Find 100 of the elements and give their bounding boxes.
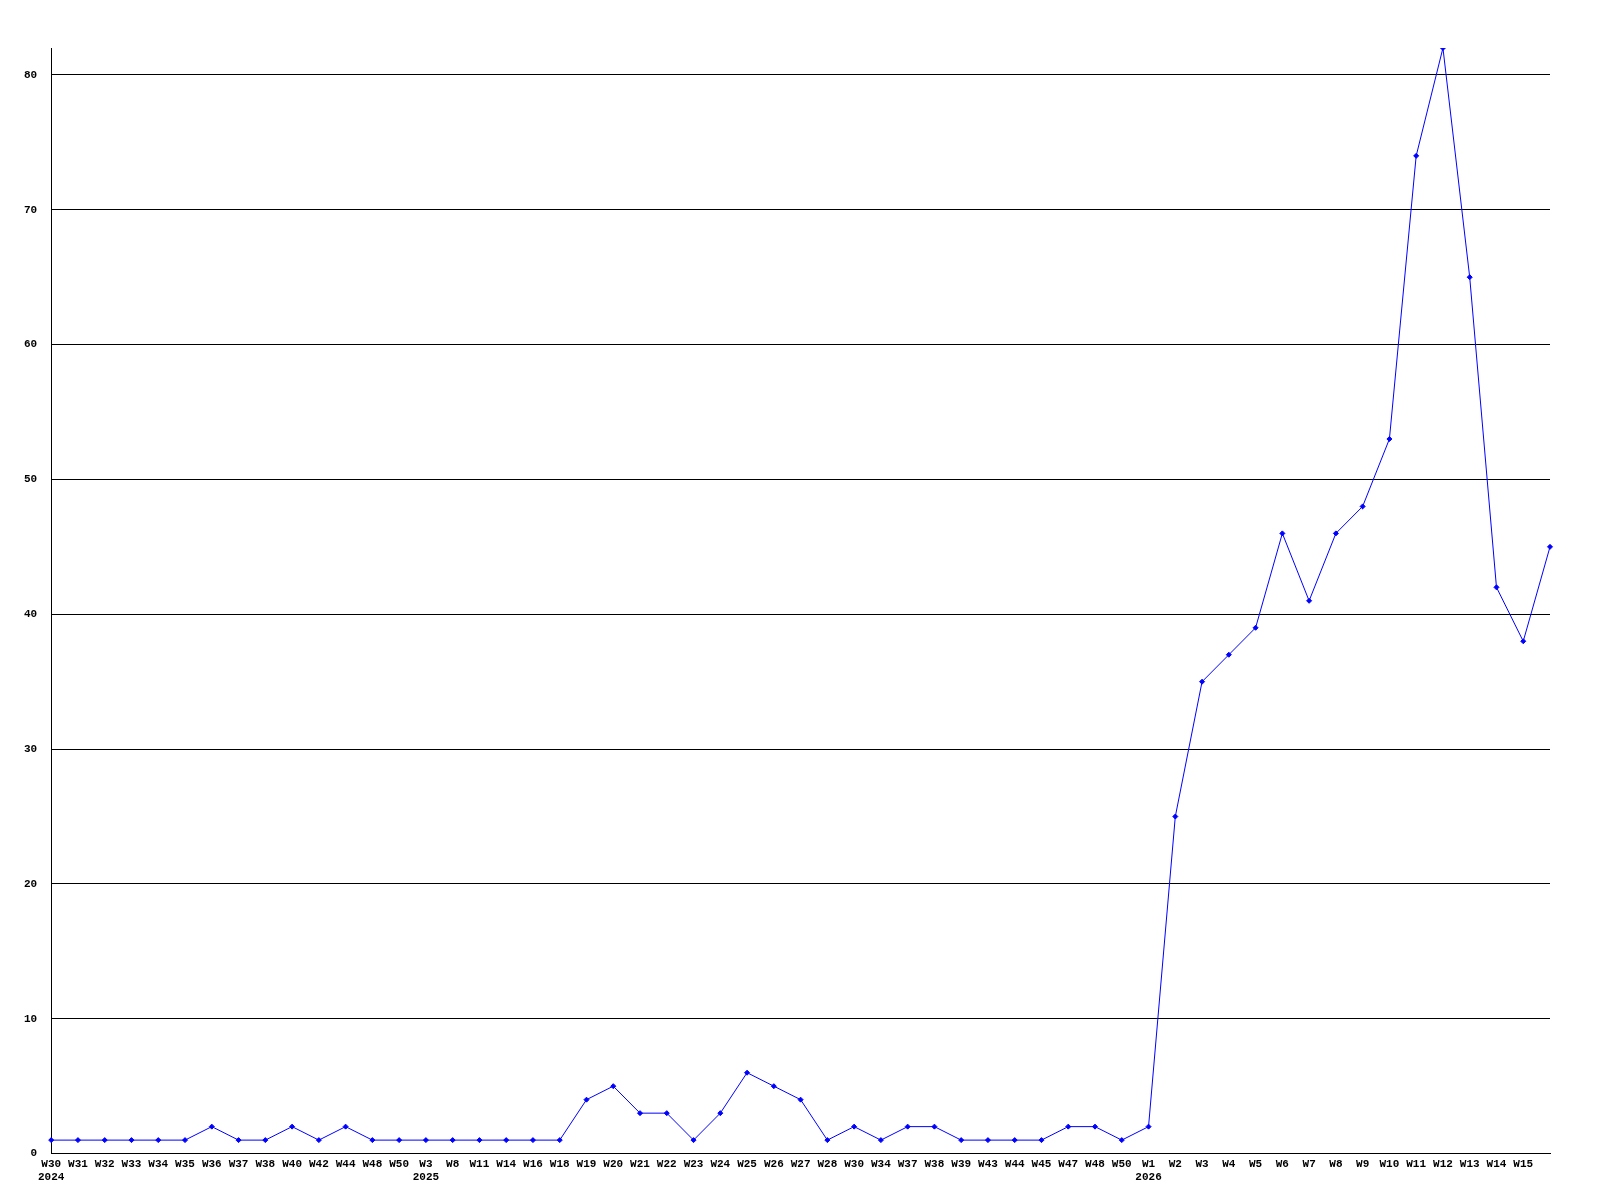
point [1279,530,1286,537]
point [1332,530,1339,537]
point [637,1110,644,1117]
point [529,1137,536,1144]
point [1065,1123,1072,1130]
point [958,1137,965,1144]
x-tick-label: W34 [148,1157,169,1170]
x-tick-label: W44 [335,1157,356,1170]
x-tick-label: W8 [1329,1157,1343,1170]
x-tick-label: W14 [1486,1157,1507,1170]
x-tick-label: W31 [68,1157,89,1170]
point [74,1137,81,1144]
x-tick-label: W40 [282,1157,302,1170]
point [1145,1123,1152,1130]
x-tick-label: W27 [790,1157,811,1170]
point [1359,503,1366,510]
point [476,1137,483,1144]
point [717,1110,724,1117]
x-tick-label: W7 [1302,1157,1316,1170]
x-tick-label: W45 [1031,1157,1052,1170]
point [48,1137,55,1144]
point [1092,1123,1099,1130]
point [556,1137,563,1144]
x-tick-label: W15 [1513,1157,1534,1170]
x-tick-label: W3 [1195,1157,1210,1170]
point [182,1137,189,1144]
y-tick-label: 0 [30,1147,38,1160]
x-tick-label: W48 [1085,1157,1106,1170]
x-tick-label: W12 [1433,1157,1453,1170]
point [503,1137,510,1144]
x-tick-label: W50 [389,1157,410,1170]
x-tick-label: W8 [446,1157,460,1170]
x-tick-label: W3 2025 [412,1157,440,1184]
x-tick-label: W2 [1168,1157,1182,1170]
point [877,1137,884,1144]
x-tick-label: W9 [1356,1157,1370,1170]
x-tick-label: W18 [549,1157,571,1170]
y-tick-label: 30 [24,742,38,755]
x-tick-label: W4 [1222,1157,1236,1170]
x-tick-label: W39 [951,1157,972,1170]
point [1118,1137,1125,1144]
point [396,1137,403,1144]
x-tick-label: W26 [763,1157,784,1170]
point [1225,651,1232,658]
x-tick-label: W1 2026 [1135,1157,1162,1184]
point [1172,813,1179,820]
y-tick-label: 70 [24,203,38,216]
x-tick-label: W38 [924,1157,945,1170]
x-tick-label: W42 [308,1157,329,1170]
point [262,1137,269,1144]
point [1011,1137,1018,1144]
x-tick-label: W44 [1004,1157,1026,1170]
x-tick-label: W33 [121,1157,142,1170]
point [155,1137,162,1144]
point [904,1123,911,1130]
x-tick-label: W30 2024 [38,1157,65,1184]
point [1547,543,1553,550]
point [422,1137,429,1144]
x-tick-label: W43 [978,1157,999,1170]
x-tick-label: W30 [844,1157,865,1170]
x-tick-label: W10 [1379,1157,1400,1170]
x-tick-label: W19 [576,1157,597,1170]
x-tick-label: W47 [1058,1157,1079,1170]
point [744,1069,751,1076]
x-tick-label: W22 [656,1157,677,1170]
x-tick-label: W37 [897,1157,918,1170]
point [610,1083,617,1090]
point [128,1137,135,1144]
x-tick-label: W5 [1248,1157,1263,1170]
x-tick-label: W38 [255,1157,276,1170]
x-tick-label: W13 [1459,1157,1480,1170]
x-tick-label: W11 [469,1157,490,1170]
point [824,1137,831,1144]
point [770,1083,777,1090]
x-tick-label: W37 [228,1157,249,1170]
point [851,1123,858,1130]
point [342,1123,349,1130]
point [101,1137,108,1144]
x-tick-label: W48 [362,1157,383,1170]
x-tick-label: W34 [870,1157,892,1170]
point [1252,624,1259,631]
point [1520,638,1527,645]
point [235,1137,242,1144]
x-tick-label: W28 [817,1157,838,1170]
x-tick-label: W11 [1406,1157,1427,1170]
y-tick-label: 40 [24,608,38,621]
x-tick-label: W32 [94,1157,115,1170]
point [369,1137,376,1144]
point [663,1110,670,1117]
point [208,1123,215,1130]
point [984,1137,991,1144]
x-tick-label: W25 [737,1157,758,1170]
x-tick-label: W24 [710,1157,731,1170]
point [931,1123,938,1130]
point [315,1137,322,1144]
point [1038,1137,1045,1144]
x-tick-label: W35 [175,1157,196,1170]
point [449,1137,456,1144]
y-tick-label: 80 [24,68,38,81]
point [690,1137,697,1144]
